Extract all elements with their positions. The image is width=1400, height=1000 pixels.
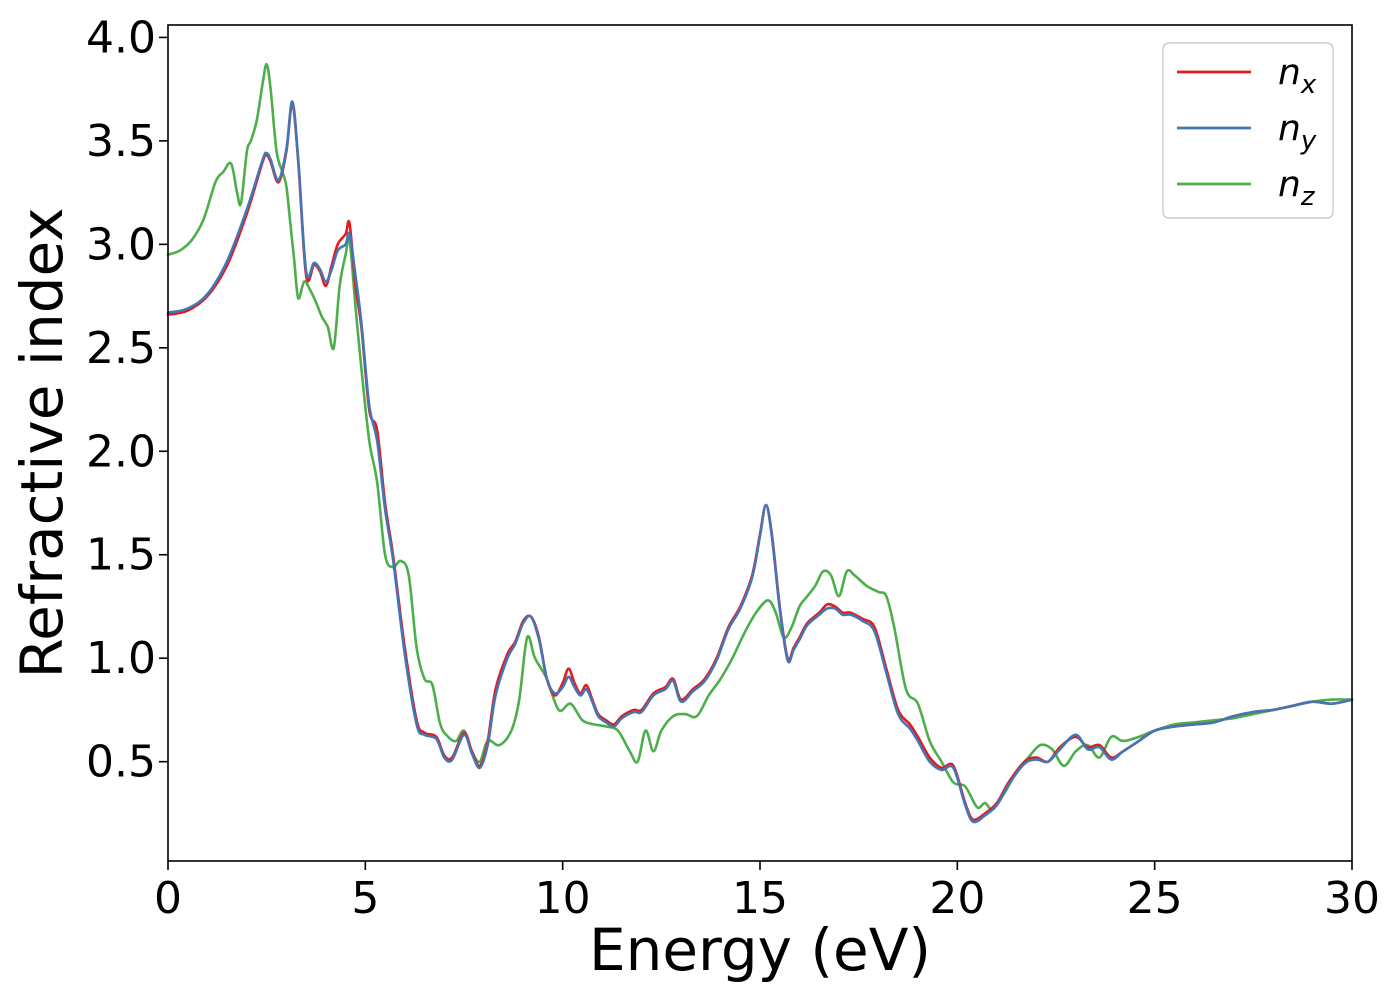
legend-label-z: nz [1278,164,1316,212]
y-tick-label-2: 1.5 [86,530,156,581]
y-axis-title: Refractive index [8,207,76,678]
y-tick-label-4: 2.5 [86,323,156,374]
x-tick-label-2: 10 [535,873,591,924]
legend-box [1162,42,1334,219]
plot-series-group [166,63,1354,824]
x-axis-title: Energy (eV) [589,916,931,984]
y-axis-ticks: 0.5 1.0 1.5 2.0 2.5 3.0 3.5 4.0 [86,12,168,788]
x-tick-label-5: 25 [1127,873,1183,924]
series-line-y [166,100,1354,824]
y-tick-label-3: 2.0 [86,426,156,477]
series-line-x [166,102,1354,822]
y-tick-label-0: 0.5 [86,737,156,788]
x-tick-label-0: 0 [154,873,182,924]
y-tick-label-7: 4.0 [86,12,156,63]
y-tick-label-6: 3.5 [86,116,156,167]
y-tick-label-1: 1.0 [86,633,156,684]
legend-label-y: ny [1278,108,1317,156]
x-tick-label-6: 30 [1324,873,1380,924]
legend: nx ny nz [1162,42,1334,219]
y-tick-label-5: 3.0 [86,219,156,270]
x-tick-label-3: 15 [732,873,788,924]
x-axis-ticks: 0 5 10 15 20 25 30 [154,861,1380,924]
legend-label-x: nx [1278,52,1317,100]
x-tick-label-4: 20 [929,873,985,924]
x-tick-label-1: 5 [351,873,379,924]
